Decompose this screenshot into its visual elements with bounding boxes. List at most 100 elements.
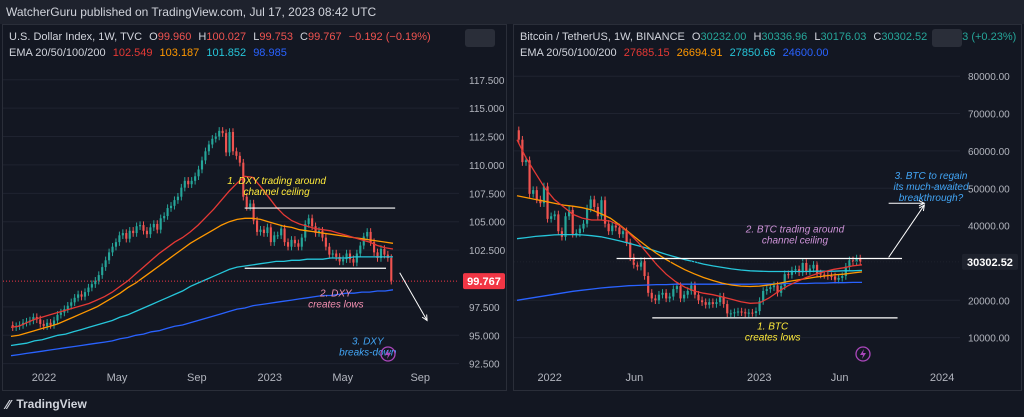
dxy-open: 99.960 bbox=[157, 31, 192, 43]
btc-candle bbox=[665, 292, 668, 299]
btc-y-tick: 70000.00 bbox=[968, 110, 1010, 121]
dxy-candle bbox=[80, 294, 83, 297]
dxy-candle bbox=[87, 287, 90, 293]
btc-candle bbox=[607, 223, 610, 232]
btc-candle bbox=[787, 274, 790, 276]
btc-candle bbox=[815, 264, 819, 274]
btc-x-tick: 2023 bbox=[747, 372, 771, 384]
dxy-candle bbox=[94, 280, 97, 285]
dxy-candle bbox=[90, 284, 93, 288]
dxy-y-tick: 97.500 bbox=[469, 303, 500, 314]
btc-annotation-3: its much-awaited bbox=[893, 182, 968, 193]
dxy-candle bbox=[125, 233, 128, 239]
dxy-close: 99.767 bbox=[308, 31, 342, 43]
dxy-arrow bbox=[399, 272, 428, 321]
dxy-candle bbox=[111, 246, 114, 253]
dxy-ema20-value: 102.549 bbox=[112, 47, 153, 59]
dxy-candle bbox=[245, 196, 248, 207]
btc-candle bbox=[711, 302, 714, 305]
btc-candle bbox=[805, 262, 808, 272]
btc-chart-svg: 80000.00 70000.00 60000.00 50000.00 40000.00… bbox=[514, 72, 1018, 384]
publisher-bar: WatcherGuru published on TradingView.com… bbox=[0, 0, 1024, 24]
lightning-icon[interactable] bbox=[380, 346, 396, 362]
btc-candle bbox=[783, 274, 786, 287]
btc-candle bbox=[747, 312, 750, 314]
btc-annotation-3: breakthrough? bbox=[899, 193, 964, 204]
btc-close: 30302.52 bbox=[881, 31, 928, 43]
dxy-ema100-value: 101.852 bbox=[206, 47, 247, 59]
btc-ema50-value: 26694.91 bbox=[676, 47, 723, 59]
btc-candle bbox=[729, 313, 732, 315]
btc-candle bbox=[643, 261, 646, 277]
btc-annotation-1: 2. BTC trading around bbox=[745, 224, 845, 235]
dxy-candle bbox=[225, 133, 228, 153]
btc-ema-line: EMA 20/50/100/200 27685.15 26694.91 2785… bbox=[520, 47, 832, 59]
dxy-candle bbox=[211, 138, 214, 145]
btc-candle bbox=[736, 311, 740, 313]
dxy-candle bbox=[390, 258, 393, 281]
btc-candle bbox=[772, 285, 776, 288]
btc-candle bbox=[700, 300, 704, 303]
dxy-candle bbox=[231, 131, 235, 152]
btc-candle bbox=[672, 289, 675, 297]
dxy-candle bbox=[242, 162, 245, 197]
dxy-candle bbox=[56, 314, 59, 321]
dxy-candle bbox=[373, 242, 376, 253]
dxy-candle bbox=[187, 180, 190, 185]
btc-candle bbox=[765, 289, 768, 291]
btc-chart-panel[interactable]: Bitcoin / TetherUS, 1W, BINANCE O30232.0… bbox=[513, 24, 1022, 391]
dxy-annotation-1: channel ceiling bbox=[244, 187, 311, 198]
dxy-candle bbox=[280, 228, 283, 236]
dxy-y-tick: 115.000 bbox=[469, 104, 505, 115]
btc-x-tick: Jun bbox=[831, 372, 849, 384]
dxy-symbol-name: U.S. Dollar Index, 1W, TVC bbox=[9, 31, 143, 43]
publisher-text: WatcherGuru published on TradingView.com… bbox=[6, 5, 377, 19]
lightning-icon[interactable] bbox=[855, 346, 871, 362]
dxy-candle bbox=[314, 226, 317, 234]
dxy-candle bbox=[383, 248, 386, 255]
dxy-candle bbox=[52, 320, 56, 326]
dxy-candle bbox=[269, 227, 272, 243]
dxy-candle bbox=[46, 322, 49, 327]
dxy-candle bbox=[214, 136, 217, 139]
btc-ema20-value: 27685.15 bbox=[623, 47, 670, 59]
dxy-ema50-line bbox=[10, 217, 394, 338]
btc-candle bbox=[758, 301, 761, 312]
btc-candle bbox=[751, 312, 754, 314]
dxy-annotation-1: 1. DXY trading around bbox=[227, 176, 326, 187]
dxy-candle bbox=[276, 235, 279, 237]
dxy-annotation-2: creates lows bbox=[308, 300, 364, 311]
dxy-candle bbox=[262, 229, 266, 234]
dxy-candle bbox=[70, 302, 73, 306]
dxy-collapse-button[interactable] bbox=[465, 29, 495, 47]
btc-candle bbox=[833, 276, 837, 280]
btc-collapse-button[interactable] bbox=[932, 29, 962, 47]
dxy-candle bbox=[114, 242, 118, 247]
btc-open-label: O bbox=[691, 31, 701, 43]
dxy-candle bbox=[342, 259, 345, 262]
dxy-change: −0.192 (−0.19%) bbox=[348, 31, 431, 43]
btc-candle bbox=[726, 304, 729, 314]
btc-candle bbox=[754, 311, 758, 313]
btc-annotation-2: 1. BTC bbox=[757, 321, 789, 332]
btc-candle bbox=[686, 290, 689, 295]
dxy-x-tick: 2023 bbox=[258, 372, 282, 384]
dxy-y-tick: 112.500 bbox=[469, 133, 505, 144]
dxy-y-tick: 92.500 bbox=[469, 360, 500, 371]
dxy-chart-panel[interactable]: U.S. Dollar Index, 1W, TVC O99.960 H100.… bbox=[2, 24, 507, 391]
btc-candle bbox=[801, 262, 804, 273]
btc-candle bbox=[542, 186, 546, 204]
dxy-candle bbox=[121, 233, 124, 236]
btc-candle bbox=[603, 200, 607, 224]
dxy-candle bbox=[73, 297, 76, 303]
dxy-ema200-value: 98.985 bbox=[253, 47, 287, 59]
dxy-y-tick: 95.000 bbox=[469, 331, 500, 342]
btc-candle bbox=[578, 228, 582, 234]
dxy-candle bbox=[235, 151, 238, 156]
dxy-candle bbox=[138, 225, 142, 227]
dxy-candle bbox=[355, 253, 358, 263]
dxy-candle bbox=[255, 220, 259, 232]
dxy-x-tick: Sep bbox=[187, 372, 207, 384]
btc-candle bbox=[629, 242, 632, 258]
btc-candle bbox=[539, 199, 542, 204]
